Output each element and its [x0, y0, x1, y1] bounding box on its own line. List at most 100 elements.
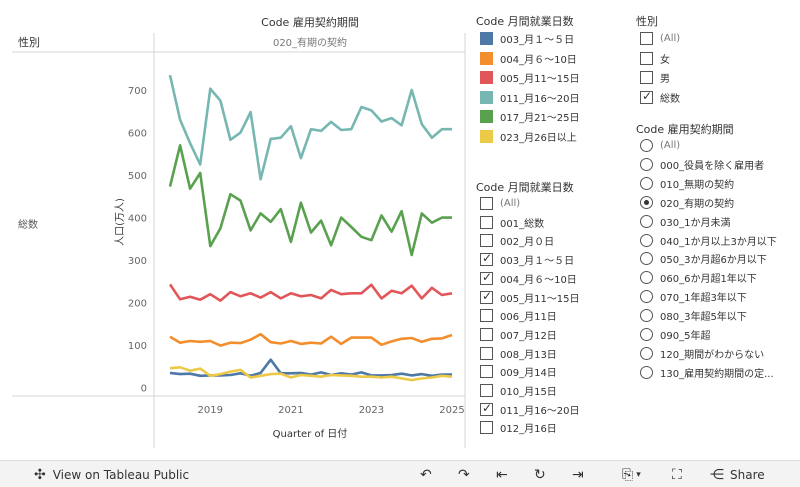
checkbox[interactable] [480, 365, 493, 379]
download-button[interactable]: ⎘ ▾ [622, 461, 641, 487]
filter-contract-item[interactable]: 020_有期の契約 [640, 194, 800, 211]
checkbox[interactable] [640, 51, 653, 65]
series-line[interactable] [169, 332, 453, 347]
checkbox[interactable] [480, 234, 493, 248]
checkbox[interactable] [480, 197, 493, 210]
filter-sex-item[interactable]: 総数 [640, 89, 760, 106]
checkbox[interactable] [480, 270, 493, 285]
filter-days-item[interactable]: 010_月15日 [480, 382, 630, 399]
item-label: 男 [660, 74, 670, 85]
radio-button[interactable] [640, 195, 653, 209]
item-label: 010_無期の契約 [660, 179, 735, 191]
filter-contract-item[interactable]: (All) [640, 137, 800, 154]
filter-days-item[interactable]: 003_月１～５日 [480, 251, 630, 268]
checkbox[interactable] [480, 346, 493, 360]
item-label: 010_月15日 [500, 387, 557, 398]
filter-contract-title: Code 雇用契約期間 [636, 123, 734, 136]
radio-button[interactable] [640, 346, 653, 360]
plot-lines[interactable] [168, 74, 453, 382]
checkbox[interactable] [640, 32, 653, 45]
redo-button[interactable]: ↷ [458, 461, 470, 487]
filter-contract-item[interactable]: 040_1か月以上3か月以下 [640, 232, 800, 249]
checkbox[interactable] [480, 421, 493, 435]
radio-button[interactable] [640, 271, 653, 285]
item-label: 002_月０日 [500, 237, 555, 249]
pause-icon: ⇥ [572, 466, 584, 483]
item-label: 020_有期の契約 [660, 198, 735, 210]
checkbox[interactable] [480, 289, 493, 304]
legend-swatch [480, 129, 493, 143]
series-line[interactable] [168, 74, 452, 181]
item-label: 005_月11～15日 [500, 74, 580, 85]
legend-item[interactable]: 005_月11～15日 [480, 69, 630, 86]
filter-days-item[interactable]: 001_総数 [480, 214, 630, 231]
filter-days-item[interactable]: 011_月16～20日 [480, 401, 630, 418]
radio-button[interactable] [640, 328, 653, 341]
revert-button[interactable]: ⇤ [496, 461, 508, 487]
radio-button[interactable] [640, 290, 653, 304]
x-tick-label: 2021 [278, 405, 303, 416]
item-label: 011_月16～20日 [500, 93, 580, 105]
filter-days-item[interactable]: 007_月12日 [480, 326, 630, 343]
filter-contract-item[interactable]: 050_3か月超6か月以下 [640, 250, 800, 267]
checkbox[interactable] [480, 309, 493, 323]
share-button[interactable]: ⋲ Share [710, 461, 765, 487]
radio-button[interactable] [640, 214, 653, 228]
checkbox[interactable] [480, 384, 493, 397]
filter-days-item[interactable]: 009_月14日 [480, 363, 630, 380]
filter-contract-item[interactable]: 080_3年超5年以下 [640, 307, 800, 324]
filter-days-item[interactable]: 008_月13日 [480, 345, 630, 362]
undo-button[interactable]: ↶ [420, 461, 432, 487]
series-line[interactable] [169, 358, 452, 378]
filter-sex-item[interactable]: (All) [640, 30, 760, 47]
legend-item[interactable]: 017_月21～25日 [480, 108, 630, 125]
filter-contract-item[interactable]: 120_期間がわからない [640, 345, 800, 362]
view-on-tableau-button[interactable]: ✣ View on Tableau Public [34, 461, 189, 487]
filter-contract-item[interactable]: 130_雇用契約期間の定... [640, 364, 800, 381]
pause-button[interactable]: ⇥ [572, 461, 584, 487]
filter-days-title: Code 月間就業日数 [476, 181, 574, 194]
filter-days-item[interactable]: 012_月16日 [480, 419, 630, 436]
legend-item[interactable]: 003_月１～５日 [480, 30, 630, 47]
radio-button[interactable] [640, 365, 653, 379]
filter-days-item[interactable]: 004_月６～10日 [480, 270, 630, 287]
filter-contract-item[interactable]: 090_5年超 [640, 326, 800, 343]
filter-sex-item[interactable]: 男 [640, 69, 760, 86]
checkbox[interactable] [480, 215, 493, 229]
filter-sex-item[interactable]: 女 [640, 50, 760, 67]
refresh-button[interactable]: ↻ [534, 461, 546, 487]
filter-days-item[interactable]: 005_月11～15日 [480, 289, 630, 306]
legend-item[interactable]: 004_月６～10日 [480, 50, 630, 67]
filter-contract-item[interactable]: 060_6か月超1年以下 [640, 269, 800, 286]
legend-item[interactable]: 023_月26日以上 [480, 128, 630, 145]
filter-contract-item[interactable]: 070_1年超3年以下 [640, 288, 800, 305]
checkbox[interactable] [640, 89, 653, 104]
item-label: 008_月13日 [500, 349, 557, 361]
filter-days-item[interactable]: 006_月11日 [480, 307, 630, 324]
radio-button[interactable] [640, 157, 653, 171]
filter-contract-item[interactable]: 030_1か月未満 [640, 213, 800, 230]
radio-button[interactable] [640, 252, 653, 266]
fullscreen-button[interactable]: ⛶ [672, 461, 682, 487]
filter-contract-item[interactable]: 000_役員を除く雇用者 [640, 156, 800, 173]
series-line[interactable] [168, 283, 453, 302]
checkbox[interactable] [480, 401, 493, 416]
legend-item[interactable]: 011_月16～20日 [480, 89, 630, 106]
item-label: 003_月１～５日 [500, 256, 575, 268]
radio-button[interactable] [640, 139, 653, 152]
chart-canvas: Code 雇用契約期間 性別 020_有期の契約 総数 人口(万人) Quart… [12, 15, 466, 448]
radio-button[interactable] [640, 233, 653, 247]
checkbox[interactable] [640, 71, 653, 84]
radio-button[interactable] [640, 309, 653, 323]
series-line[interactable] [169, 365, 453, 382]
item-label: 050_3か月超6か月以下 [660, 255, 767, 267]
filter-days-item[interactable]: (All) [480, 195, 630, 212]
checkbox[interactable] [480, 327, 493, 341]
filter-contract-item[interactable]: 010_無期の契約 [640, 175, 800, 192]
y-tick-label: 600 [128, 129, 147, 140]
series-line[interactable] [168, 144, 452, 257]
checkbox[interactable] [480, 251, 493, 267]
radio-button[interactable] [640, 176, 653, 190]
caret-down-icon: ▾ [636, 469, 641, 480]
filter-days-item[interactable]: 002_月０日 [480, 232, 630, 249]
